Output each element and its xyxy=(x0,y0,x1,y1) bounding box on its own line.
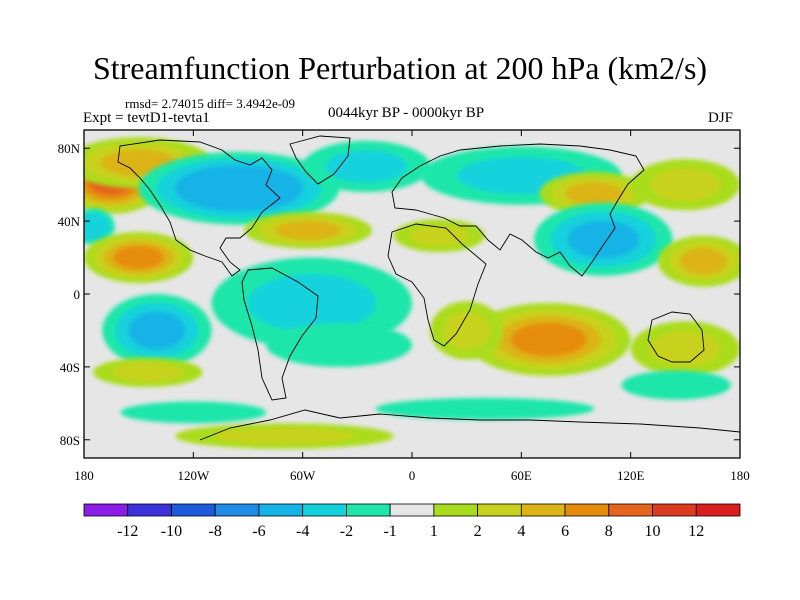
contour-level xyxy=(325,150,408,183)
axis-layer: 180 120W 60W 0 60E 120E 180 80N 40N 0 40S 80S xyxy=(58,130,750,483)
colorbar-swatch xyxy=(258,503,304,517)
anomaly-region xyxy=(84,208,115,245)
contour-level xyxy=(113,245,164,270)
x-tick-label: 60W xyxy=(290,468,316,483)
colorbar-label: 12 xyxy=(688,523,704,540)
colorbar-label: -6 xyxy=(252,523,265,540)
colorbar-swatch xyxy=(433,503,479,517)
anomaly-region xyxy=(393,219,485,253)
colorbar-swatch xyxy=(520,503,566,517)
anomaly-region xyxy=(302,140,431,192)
colorbar-swatch xyxy=(477,503,522,517)
colorbar-swatch xyxy=(389,503,435,517)
colorbar-label: 6 xyxy=(561,523,569,540)
x-tick-label: 180 xyxy=(730,468,750,483)
colorbar-swatch xyxy=(564,503,610,517)
anomaly-region xyxy=(430,301,504,360)
coastline-africa xyxy=(387,223,487,347)
contour-level xyxy=(128,311,186,350)
colorbar-label: -2 xyxy=(340,523,353,540)
coastline-greenland xyxy=(289,135,351,185)
anomaly-region xyxy=(621,370,731,400)
x-tick-label: 60E xyxy=(511,468,532,483)
colorbar-label: -4 xyxy=(296,523,309,540)
colorbar-swatch xyxy=(83,503,129,517)
contour-level xyxy=(443,311,490,350)
colorbar-label: 1 xyxy=(430,523,438,540)
colorbar-swatch xyxy=(302,503,347,517)
colorbar-label: 8 xyxy=(605,523,613,540)
anomaly-region xyxy=(138,151,340,225)
colorbar-label: 2 xyxy=(474,523,482,540)
anomaly-region xyxy=(244,212,372,249)
colorbar-label: -10 xyxy=(161,523,182,540)
contour-level xyxy=(112,363,183,382)
chart-title: Streamfunction Perturbation at 200 hPa (… xyxy=(92,50,708,86)
colorbar-swatch xyxy=(171,503,216,517)
coastline-eurasia xyxy=(391,143,645,277)
anomaly-region xyxy=(466,303,631,376)
anomaly-region xyxy=(84,232,194,284)
anomaly-region xyxy=(630,321,740,376)
season-label: DJF xyxy=(708,110,734,126)
y-tick-label: 80N xyxy=(58,141,81,156)
contour-level xyxy=(292,331,386,360)
y-tick-label: 80S xyxy=(60,433,80,448)
anomaly-region xyxy=(175,423,394,449)
coastline-antarctica xyxy=(199,409,740,441)
contour-fill-layer xyxy=(84,137,740,449)
x-tick-label: 0 xyxy=(409,468,416,483)
anomaly-region xyxy=(630,159,740,211)
contour-level xyxy=(510,322,587,357)
contour-level xyxy=(414,401,555,416)
x-tick-label: 120E xyxy=(617,468,645,483)
contour-level xyxy=(567,220,640,259)
colorbar-swatch xyxy=(214,503,260,517)
anomaly-region xyxy=(120,401,267,424)
contour-level xyxy=(650,168,721,201)
colorbar: -12 -10 -8 -6 -4 -2 -1 1 2 4 6 8 10 12 xyxy=(83,503,741,540)
contour-level xyxy=(146,405,240,420)
colorbar-label: -12 xyxy=(117,523,138,540)
contour-level xyxy=(650,331,721,367)
colorbar-swatch xyxy=(695,503,741,517)
coastline-australia xyxy=(647,311,705,363)
anomaly-region xyxy=(534,202,673,276)
colorbar-swatch xyxy=(127,503,172,517)
anomaly-region xyxy=(375,397,595,420)
coastline-north-america xyxy=(117,139,281,277)
contour-level xyxy=(274,220,342,240)
contour-level xyxy=(679,247,728,275)
colorbar-swatch xyxy=(345,503,391,517)
stats-text: rmsd= 2.74015 diff= 3.4942e-09 xyxy=(125,96,296,111)
contour-level xyxy=(84,217,105,237)
y-tick-label: 40N xyxy=(58,214,81,229)
colorbar-label: -8 xyxy=(209,523,222,540)
y-tick-label: 40S xyxy=(60,360,80,375)
y-tick-label: 0 xyxy=(74,287,81,302)
colorbar-label: 10 xyxy=(645,523,661,540)
anomaly-region xyxy=(266,323,412,367)
colorbar-label: -1 xyxy=(383,523,396,540)
contour-level xyxy=(214,427,355,445)
anomaly-region xyxy=(658,235,740,287)
contour-level xyxy=(565,182,623,206)
contour-level xyxy=(192,171,285,206)
experiment-label: Expt = tevtD1-tevta1 xyxy=(83,110,210,126)
contour-level xyxy=(410,225,469,247)
x-tick-label: 120W xyxy=(177,468,210,483)
contour-level xyxy=(247,273,376,333)
coastline-layer xyxy=(117,135,740,441)
contour-level xyxy=(641,375,712,395)
colorbar-swatch xyxy=(608,503,653,517)
colorbar-label: 4 xyxy=(517,523,525,540)
colorbar-swatch xyxy=(652,503,697,517)
anomaly-region xyxy=(102,294,212,367)
period-label: 0044kyr BP - 0000kyr BP xyxy=(327,105,485,121)
coastline-south-america xyxy=(241,267,319,401)
anomaly-region xyxy=(93,357,203,387)
x-tick-label: 180 xyxy=(74,468,94,483)
